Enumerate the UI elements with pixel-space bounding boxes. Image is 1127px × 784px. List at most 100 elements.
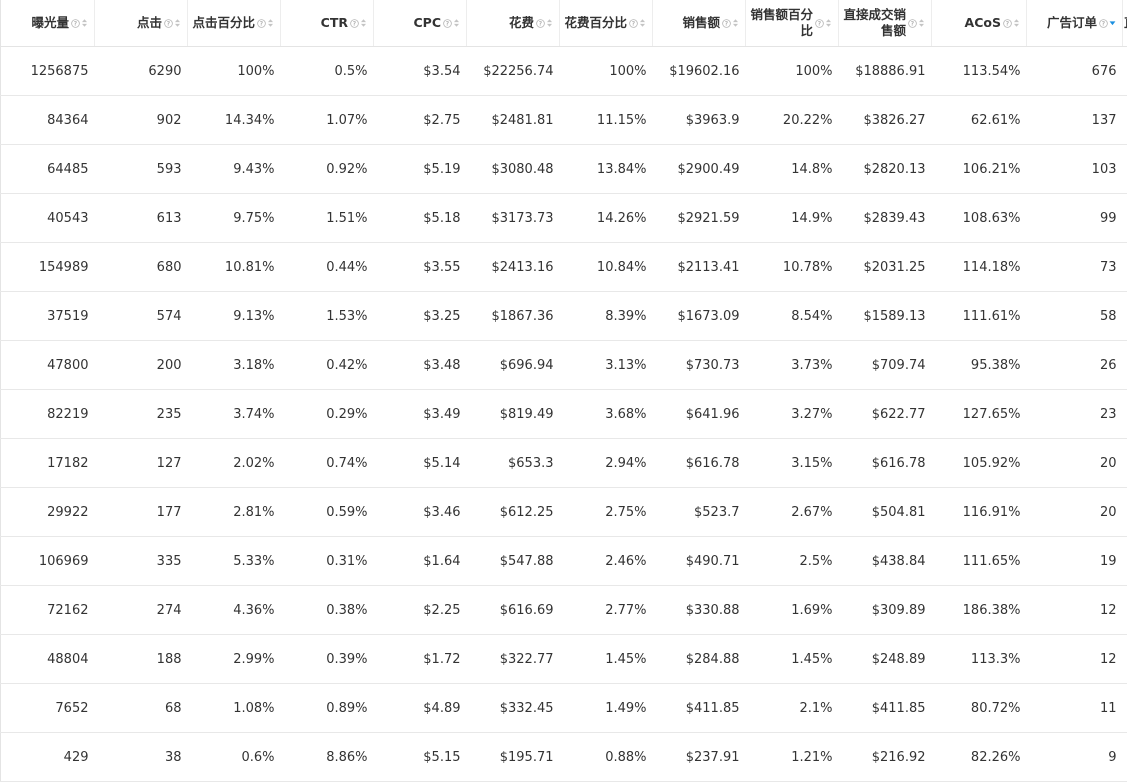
- table-cell: $2113.41: [652, 242, 746, 292]
- table-cell: 23: [1026, 389, 1123, 439]
- column-header-label: 花费百分比: [564, 15, 627, 30]
- column-header[interactable]: ACoS?: [931, 0, 1027, 47]
- column-header[interactable]: 直: [1122, 0, 1127, 47]
- table-cell: $438.84: [838, 536, 932, 586]
- table-row[interactable]: 429 38 0.6% 8.86% $5.15 $195.71 0.88% $237.91 1.…: [0, 732, 1127, 782]
- table-cell: $4.89: [373, 683, 467, 733]
- help-icon[interactable]: ?: [815, 18, 824, 28]
- table-row[interactable]: 64485 593 9.43% 0.92% $5.19 $3080.48 13.84% $29…: [0, 144, 1127, 194]
- table-cell: $3.49: [373, 389, 467, 439]
- column-header[interactable]: 直接成交销售额?: [838, 0, 932, 47]
- table-row[interactable]: 17182 127 2.02% 0.74% $5.14 $653.3 2.94% $616.7…: [0, 438, 1127, 488]
- table-cell: 8.54%: [745, 291, 839, 341]
- table-row[interactable]: 37519 574 9.13% 1.53% $3.25 $1867.36 8.39% $167…: [0, 291, 1127, 341]
- table-row[interactable]: 72162 274 4.36% 0.38% $2.25 $616.69 2.77% $330.…: [0, 585, 1127, 635]
- table-cell: 2.5%: [745, 536, 839, 586]
- sort-icon[interactable]: [825, 18, 832, 28]
- sort-icon[interactable]: [174, 18, 181, 28]
- table-cell-overflow: [1122, 193, 1127, 243]
- table-cell: 0.44%: [280, 242, 374, 292]
- table-cell: 100%: [559, 46, 653, 96]
- table-cell: 14.9%: [745, 193, 839, 243]
- table-row[interactable]: 84364 902 14.34% 1.07% $2.75 $2481.81 11.15% $3…: [0, 95, 1127, 145]
- table-cell: $332.45: [466, 683, 560, 733]
- table-cell: 19: [1026, 536, 1123, 586]
- table-cell: $3080.48: [466, 144, 560, 194]
- help-icon[interactable]: ?: [1099, 18, 1108, 28]
- table-cell: 0.38%: [280, 585, 374, 635]
- table-cell: 429: [0, 732, 95, 782]
- table-cell: 64485: [0, 144, 95, 194]
- table-cell: 3.27%: [745, 389, 839, 439]
- help-icon[interactable]: ?: [1003, 18, 1012, 28]
- table-cell: 613: [94, 193, 188, 243]
- help-icon[interactable]: ?: [908, 18, 917, 28]
- table-cell-overflow: [1122, 683, 1127, 733]
- help-icon[interactable]: ?: [536, 18, 545, 28]
- table-cell: 1.49%: [559, 683, 653, 733]
- table-cell: 9.75%: [187, 193, 281, 243]
- column-header[interactable]: 销售额?: [652, 0, 746, 47]
- svg-text:?: ?: [446, 21, 450, 27]
- table-cell: 17182: [0, 438, 95, 488]
- table-cell-overflow: [1122, 242, 1127, 292]
- table-row[interactable]: 154989 680 10.81% 0.44% $3.55 $2413.16 10.84% $…: [0, 242, 1127, 292]
- column-header[interactable]: 点击百分比?: [187, 0, 281, 47]
- sort-icon[interactable]: [1013, 18, 1020, 28]
- column-header[interactable]: CPC?: [373, 0, 467, 47]
- column-header[interactable]: 点击?: [94, 0, 188, 47]
- table-cell: $1.64: [373, 536, 467, 586]
- table-cell-overflow: [1122, 95, 1127, 145]
- column-header[interactable]: 花费百分比?: [559, 0, 653, 47]
- column-header-label: 直接成交销售额: [843, 7, 906, 38]
- sort-icon[interactable]: [81, 18, 88, 28]
- table-cell: 6290: [94, 46, 188, 96]
- sort-icon[interactable]: [1109, 18, 1116, 28]
- column-header-label: 销售额: [682, 15, 720, 30]
- sort-icon[interactable]: [918, 18, 925, 28]
- help-icon[interactable]: ?: [164, 18, 173, 28]
- table-cell: 73: [1026, 242, 1123, 292]
- table-row[interactable]: 40543 613 9.75% 1.51% $5.18 $3173.73 14.26% $29…: [0, 193, 1127, 243]
- help-icon[interactable]: ?: [71, 18, 80, 28]
- sort-icon[interactable]: [639, 18, 646, 28]
- sort-icon[interactable]: [453, 18, 460, 28]
- help-icon[interactable]: ?: [257, 18, 266, 28]
- table-cell-overflow: [1122, 634, 1127, 684]
- table-row[interactable]: 48804 188 2.99% 0.39% $1.72 $322.77 1.45% $284.…: [0, 634, 1127, 684]
- sort-icon[interactable]: [732, 18, 739, 28]
- table-cell: $309.89: [838, 585, 932, 635]
- table-cell: 188: [94, 634, 188, 684]
- sort-icon[interactable]: [360, 18, 367, 28]
- table-cell: 127.65%: [931, 389, 1027, 439]
- column-header[interactable]: CTR?: [280, 0, 374, 47]
- help-icon[interactable]: ?: [722, 18, 731, 28]
- help-icon[interactable]: ?: [350, 18, 359, 28]
- table-cell: 12: [1026, 585, 1123, 635]
- column-header[interactable]: 广告订单?: [1026, 0, 1123, 47]
- help-icon[interactable]: ?: [629, 18, 638, 28]
- table-row[interactable]: 1256875 6290 100% 0.5% $3.54 $22256.74 100% $19…: [0, 46, 1127, 96]
- svg-text:?: ?: [911, 21, 915, 27]
- table-cell: $616.78: [838, 438, 932, 488]
- table-cell: $2.25: [373, 585, 467, 635]
- table-row[interactable]: 47800 200 3.18% 0.42% $3.48 $696.94 3.13% $730.…: [0, 340, 1127, 390]
- help-icon[interactable]: ?: [443, 18, 452, 28]
- table-cell: 62.61%: [931, 95, 1027, 145]
- table-cell: 1.07%: [280, 95, 374, 145]
- column-header[interactable]: 销售额百分比?: [745, 0, 839, 47]
- table-cell: 274: [94, 585, 188, 635]
- table-cell: 0.31%: [280, 536, 374, 586]
- table-row[interactable]: 82219 235 3.74% 0.29% $3.49 $819.49 3.68% $641.…: [0, 389, 1127, 439]
- sort-icon[interactable]: [546, 18, 553, 28]
- table-cell: 111.61%: [931, 291, 1027, 341]
- table-cell: 0.42%: [280, 340, 374, 390]
- sort-icon[interactable]: [267, 18, 274, 28]
- table-row[interactable]: 7652 68 1.08% 0.89% $4.89 $332.45 1.49% $411.85…: [0, 683, 1127, 733]
- table-row[interactable]: 106969 335 5.33% 0.31% $1.64 $547.88 2.46% $490…: [0, 536, 1127, 586]
- column-header[interactable]: 花费?: [466, 0, 560, 47]
- column-header[interactable]: 曝光量?: [0, 0, 95, 47]
- table-row[interactable]: 29922 177 2.81% 0.59% $3.46 $612.25 2.75% $523.…: [0, 487, 1127, 537]
- table-cell: 95.38%: [931, 340, 1027, 390]
